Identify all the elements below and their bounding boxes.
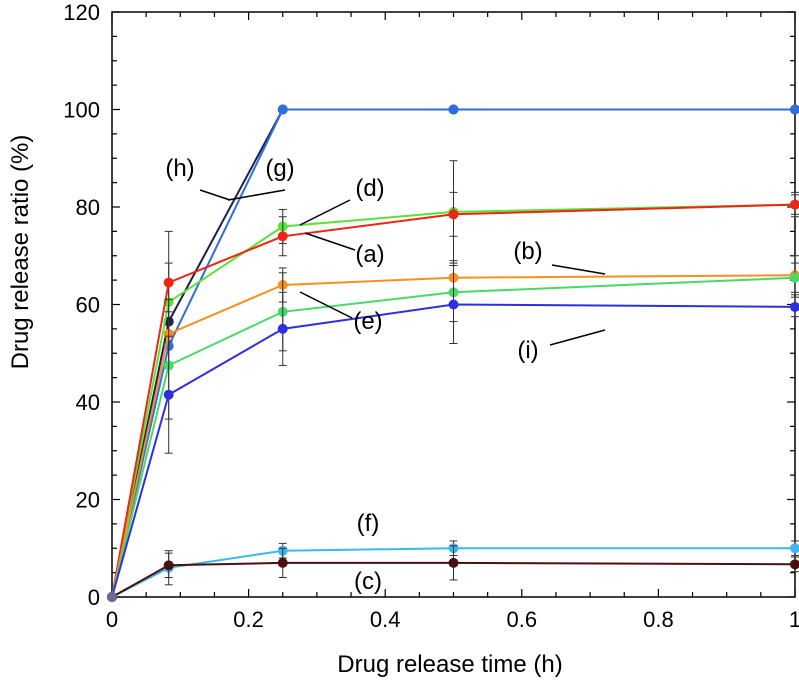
annotation-label: (h) (165, 155, 194, 182)
x-tick-label: 1 (789, 607, 799, 632)
data-point (163, 389, 174, 400)
data-point (277, 323, 288, 334)
annotation-label: (a) (355, 241, 384, 268)
x-tick-label: 0.6 (507, 607, 538, 632)
x-axis-title: Drug release time (h) (337, 651, 562, 678)
data-point (163, 560, 174, 571)
data-point (790, 104, 799, 115)
y-tick-label: 100 (63, 98, 100, 123)
annotation-label: (c) (354, 568, 382, 595)
data-point (790, 543, 799, 554)
y-tick-label: 40 (76, 390, 100, 415)
annotation-leader (227, 189, 286, 201)
annotation-label: (d) (355, 175, 384, 202)
y-tick-label: 0 (88, 585, 100, 610)
annotation-label: (i) (517, 337, 538, 364)
annotation-leader (549, 329, 606, 346)
data-point (790, 301, 799, 312)
annotation-leader (199, 189, 231, 201)
x-tick-label: 0.8 (643, 607, 674, 632)
data-point (790, 199, 799, 210)
series-i (107, 265, 799, 602)
x-tick-label: 0 (106, 607, 118, 632)
annotation-leader (299, 199, 351, 226)
annotation-label: (b) (513, 238, 542, 265)
data-point (448, 104, 459, 115)
axes: 0 0.2 0.4 0.6 0.8 1 0 20 40 60 80 100 120 (63, 0, 799, 632)
data-point (790, 559, 799, 570)
annotation-leader (551, 264, 606, 275)
data-point (790, 272, 799, 283)
y-axis-title: Drug release ratio (%) (7, 135, 34, 370)
annotation-leader (304, 232, 356, 251)
origin-point (107, 592, 117, 602)
annotation-label: (f) (357, 510, 380, 537)
data-point (277, 231, 288, 242)
annotation-layer: (h) (g) (d) (a) (b) (e) (i) (f) (c) (165, 155, 606, 595)
series-layer (107, 104, 799, 602)
y-tick-label: 20 (76, 488, 100, 513)
annotation-leader (299, 291, 353, 319)
data-point (448, 557, 459, 568)
annotation-label: (e) (353, 308, 382, 335)
annotation-label: (g) (265, 155, 294, 182)
data-point (277, 557, 288, 568)
data-point (163, 277, 174, 288)
y-tick-label: 120 (63, 0, 100, 25)
data-point (448, 209, 459, 220)
data-point (277, 104, 288, 115)
x-tick-label: 0.2 (233, 607, 264, 632)
y-tick-label: 80 (76, 195, 100, 220)
y-tick-label: 60 (76, 293, 100, 318)
x-tick-label: 0.4 (370, 607, 401, 632)
data-point (448, 299, 459, 310)
